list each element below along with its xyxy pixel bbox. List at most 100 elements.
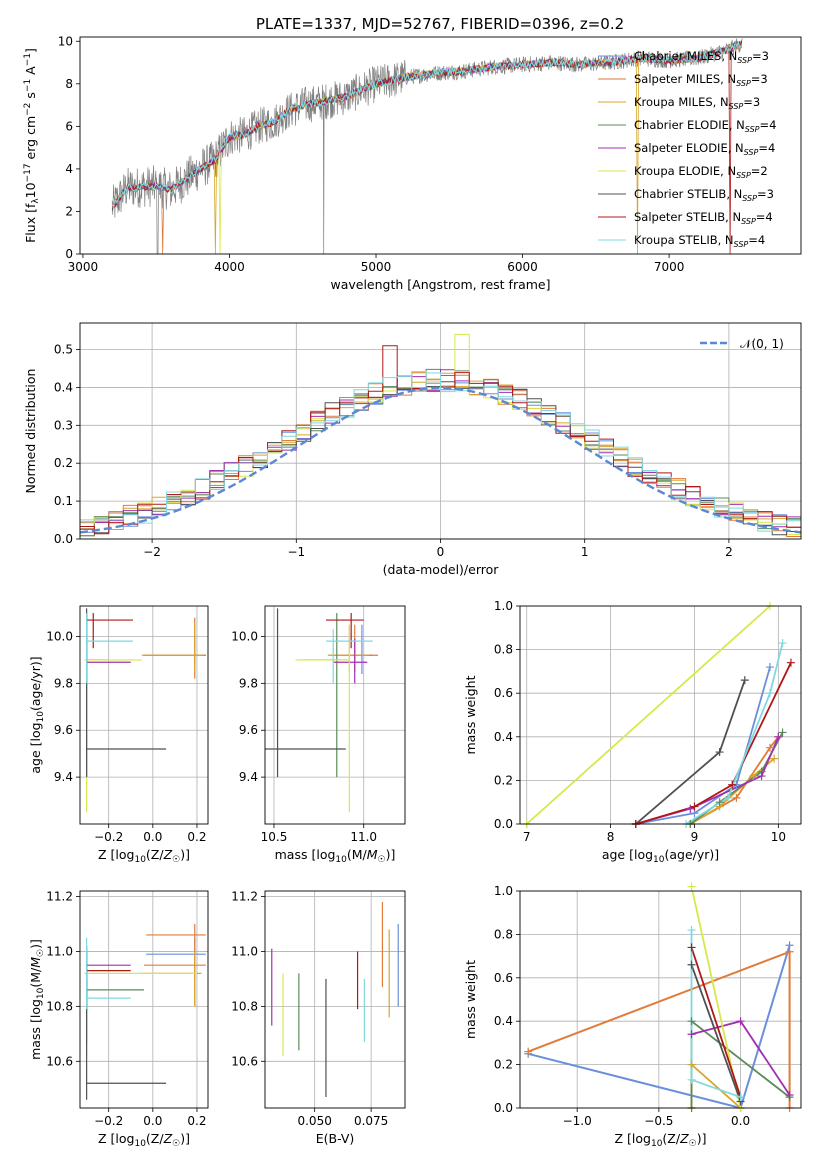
legend-entry: Salpeter ELODIE, NSSP=4 [634, 141, 775, 157]
x-tick-label: −1 [287, 545, 305, 559]
y-tick-label: 0 [65, 247, 73, 261]
mass-weight-marker [687, 960, 696, 969]
mass-weight-marker [687, 943, 696, 952]
mass-weight-marker [740, 676, 749, 685]
y-tick-label: 0.4 [54, 380, 73, 394]
plot-area [80, 323, 801, 539]
mass-weight-marker [765, 689, 774, 698]
mass-weight-marker [687, 1017, 696, 1026]
y-tick-label: 2 [65, 204, 73, 218]
mass-weight-marker [785, 1090, 794, 1099]
x-tick-label: −1.0 [563, 1114, 592, 1128]
mass-weight-marker [757, 772, 766, 781]
y-tick-label: 0.4 [494, 730, 513, 744]
x-tick-label: 0.075 [354, 1114, 388, 1128]
x-tick-label: 11.0 [350, 830, 377, 844]
y-axis-label: mass [log10(M/M☉)] [28, 939, 46, 1060]
x-tick-label: 10.5 [261, 830, 288, 844]
x-tick-label: 8 [607, 830, 615, 844]
panel-mass-vs-Z: −0.2 0.0 0.2 10.6 10.8 11.0 11.2 Z [log10(Z/Z☉)… [28, 889, 209, 1149]
panel-age-vs-Z: −0.2 0.0 0.2 9.4 9.6 9.8 10.0 Z [log10(Z/Z☉)] ag… [28, 605, 209, 865]
y-tick-label: 8 [65, 77, 73, 91]
histogram-step-8 [80, 372, 801, 539]
x-tick-label: 3000 [68, 260, 99, 274]
legend-entry: Salpeter MILES, NSSP=3 [634, 72, 768, 88]
x-tick-label: 0.0 [143, 830, 162, 844]
mass-weight-line-0 [527, 945, 791, 1108]
plot-area [520, 606, 801, 824]
y-tick-label: 0.6 [494, 971, 513, 985]
axes-frame [264, 890, 406, 1109]
y-tick-label: 11.2 [231, 889, 258, 903]
y-tick-label: 9.4 [54, 770, 73, 784]
x-tick-label: −0.2 [94, 830, 123, 844]
axes-frame [79, 605, 209, 825]
axes-frame [79, 322, 802, 540]
y-tick-label: 10.6 [231, 1054, 258, 1068]
mass-weight-marker [778, 639, 787, 648]
y-tick-label: 0.1 [54, 494, 73, 508]
x-tick-label: 1 [581, 545, 589, 559]
mass-weight-marker [715, 798, 724, 807]
y-tick-label: 11.0 [46, 944, 73, 958]
y-tick-label: 0.2 [494, 1058, 513, 1072]
mass-weight-marker [687, 882, 696, 891]
plot-area [80, 891, 208, 1108]
plot-area [111, 38, 743, 254]
mass-weight-marker [687, 926, 696, 935]
mass-weight-line-0 [635, 666, 771, 824]
x-tick-label: 0.0 [731, 1114, 750, 1128]
mass-weight-marker [770, 754, 779, 763]
x-tick-label: 7000 [654, 260, 685, 274]
panel-age-vs-mass: 10.5 11.0 9.4 9.6 9.8 10.0 mass [log10(M/M☉)] [231, 605, 406, 865]
y-axis-label: Flux [fλ10−17 erg cm−2 s−1 A−1] [23, 48, 41, 243]
y-tick-label: 9.8 [239, 676, 258, 690]
y-tick-label: 9.6 [54, 723, 73, 737]
legend-entry: Chabrier MILES, NSSP=3 [634, 49, 769, 65]
y-tick-label: 0.8 [494, 927, 513, 941]
mass-weight-line-6 [690, 964, 742, 1102]
legend-entry: Kroupa ELODIE, NSSP=2 [634, 164, 768, 180]
panel-spectrum: 3000 4000 5000 6000 7000 0 2 4 6 8 10 wavelength [A… [23, 34, 802, 292]
y-axis-label: mass weight [463, 675, 478, 754]
y-tick-label: 10.8 [46, 999, 73, 1013]
x-tick-label: 5000 [361, 260, 392, 274]
y-tick-label: 11.2 [46, 889, 73, 903]
y-tick-label: 0.0 [494, 1101, 513, 1115]
mass-weight-marker [765, 663, 774, 672]
panel-massweight-vs-age: 7 8 9 10 0.0 0.2 0.4 0.6 0.8 1.0 age [log10(age/yr… [463, 599, 802, 865]
legend-entry: Salpeter STELIB, NSSP=4 [634, 210, 773, 226]
y-tick-label: 0.0 [494, 817, 513, 831]
y-tick-label: 0.0 [54, 532, 73, 546]
x-tick-label: 0.2 [187, 1114, 206, 1128]
y-tick-label: 0.3 [54, 418, 73, 432]
legend-entry: 𝒩(0, 1) [740, 337, 784, 351]
y-tick-label: 0.4 [494, 1014, 513, 1028]
mass-weight-line-5 [526, 606, 771, 824]
mass-weight-marker [774, 732, 783, 741]
x-axis-label: Z [log10(Z/Z☉)] [614, 1131, 706, 1149]
y-tick-label: 0.2 [54, 456, 73, 470]
x-tick-label: 0.050 [297, 1114, 331, 1128]
mass-weight-marker [732, 793, 741, 802]
mass-weight-marker [736, 1093, 745, 1102]
y-axis-label: mass weight [463, 960, 478, 1039]
mass-weight-marker [524, 1047, 533, 1056]
x-tick-label: −2 [143, 545, 161, 559]
x-tick-label: 0 [437, 545, 445, 559]
y-tick-label: 9.4 [239, 770, 258, 784]
mass-weight-marker [687, 1030, 696, 1039]
plot-area [80, 606, 208, 824]
x-tick-label: 2 [725, 545, 733, 559]
panel-mass-vs-ebv: 0.050 0.075 10.6 10.8 11.0 11.2 E(B-V) [231, 889, 406, 1146]
axes-frame [264, 605, 406, 825]
axes-frame [519, 890, 802, 1109]
mass-weight-marker [778, 728, 787, 737]
x-tick-label: 10 [771, 830, 786, 844]
y-tick-label: 10.0 [46, 629, 73, 643]
y-tick-label: 0.2 [494, 773, 513, 787]
y-axis-label: age [log10(age/yr)] [28, 656, 46, 773]
x-tick-label: 0.0 [143, 1114, 162, 1128]
y-tick-label: 1.0 [494, 884, 513, 898]
x-axis-label: (data-model)/error [383, 562, 500, 577]
